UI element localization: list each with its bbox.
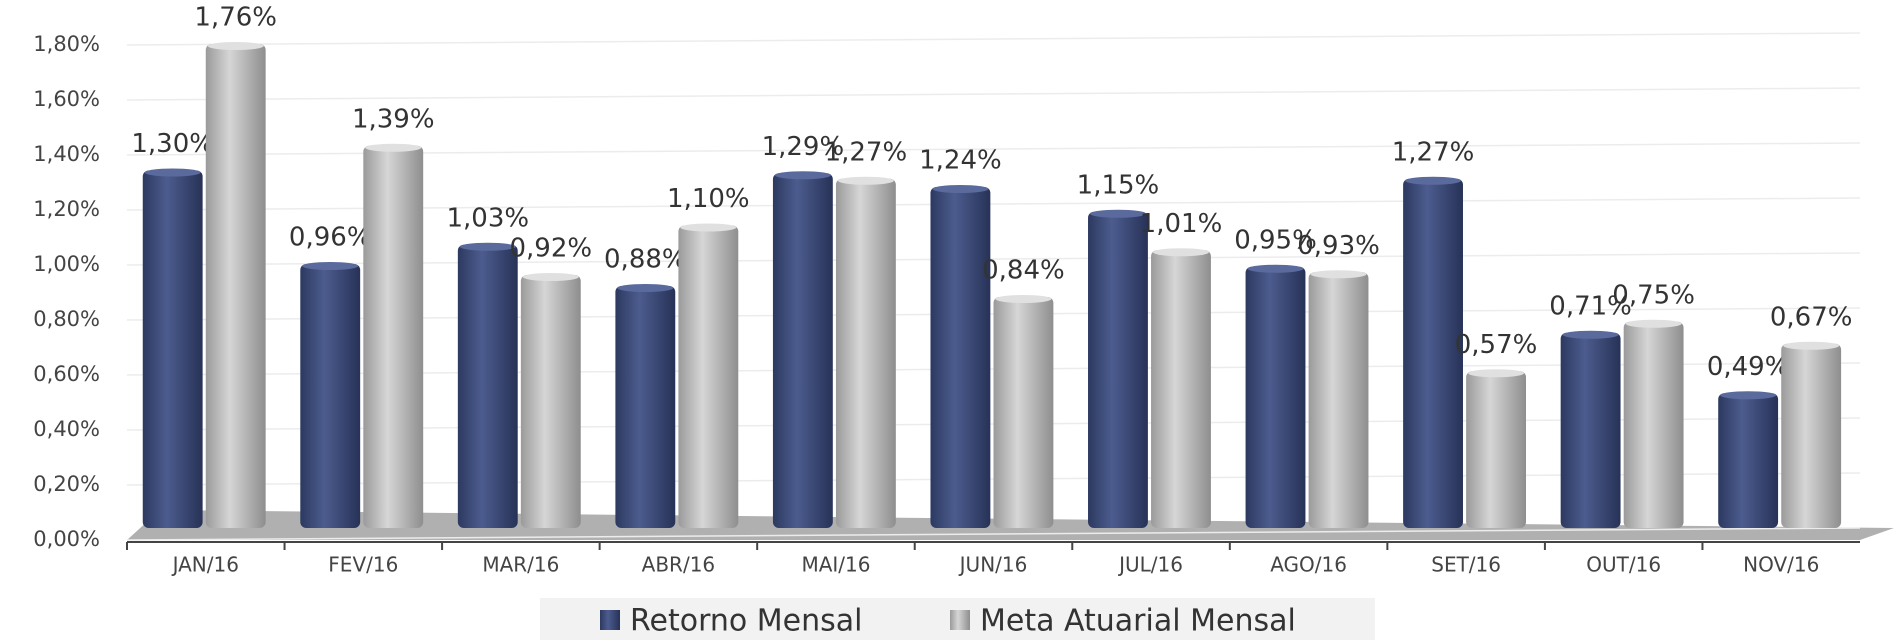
bar-top	[365, 143, 422, 152]
y-tick-label: 1,00%	[33, 252, 100, 276]
grid-line	[126, 87, 1861, 101]
value-label: 1,27%	[825, 137, 908, 167]
y-tick-label: 0,80%	[33, 307, 100, 331]
y-tick-label: 1,60%	[33, 87, 100, 111]
bar-top	[1783, 341, 1840, 350]
bar-top	[1720, 391, 1777, 400]
value-label: 1,39%	[352, 104, 435, 134]
legend-swatch	[600, 610, 620, 630]
x-tick-label: JUL/16	[1117, 553, 1183, 577]
bar-top	[617, 284, 674, 292]
x-tick-label: JUN/16	[958, 553, 1028, 577]
value-label: 1,15%	[1077, 170, 1160, 200]
value-label: 1,01%	[1140, 209, 1223, 239]
y-tick-label: 0,20%	[33, 472, 100, 496]
bar	[1088, 211, 1148, 528]
y-tick-label: 0,40%	[33, 417, 100, 441]
x-tick-label: FEV/16	[328, 553, 398, 577]
bar	[678, 225, 739, 528]
y-tick-label: 0,60%	[33, 362, 100, 386]
value-label: 0,84%	[982, 256, 1065, 286]
bar	[930, 187, 991, 528]
value-label: 0,71%	[1549, 291, 1632, 321]
bar-top	[144, 168, 201, 177]
bar-top	[207, 42, 264, 50]
x-tick-label: SET/16	[1431, 553, 1501, 577]
value-label: 1,03%	[446, 203, 529, 233]
bar	[205, 44, 266, 528]
y-tick-label: 0,00%	[33, 527, 100, 551]
bar-top	[459, 242, 516, 251]
value-label: 0,67%	[1770, 302, 1853, 332]
bar	[1151, 250, 1211, 528]
bar	[1560, 332, 1621, 528]
x-tick-label: OUT/16	[1586, 553, 1661, 577]
legend-swatch	[950, 610, 970, 630]
bar-top	[1090, 209, 1146, 218]
value-label: 0,57%	[1455, 330, 1538, 360]
grid-line	[126, 32, 1861, 46]
bar-top	[1153, 248, 1209, 257]
bar	[1781, 343, 1842, 528]
value-label: 1,76%	[194, 3, 277, 33]
bar-top	[1625, 319, 1682, 328]
bar	[1403, 178, 1463, 528]
bar	[772, 173, 833, 528]
value-label: 0,96%	[289, 223, 372, 253]
x-tick-label: NOV/16	[1743, 553, 1819, 577]
bar-top	[1405, 176, 1461, 185]
bar	[363, 145, 424, 528]
bar	[1308, 272, 1369, 528]
bar-top	[1468, 369, 1525, 378]
bar	[1245, 266, 1306, 528]
bar	[457, 244, 518, 528]
value-label: 0,49%	[1707, 352, 1790, 382]
value-label: 0,75%	[1612, 280, 1695, 310]
bar-top	[1562, 330, 1619, 339]
bar-top	[680, 223, 737, 232]
value-label: 1,29%	[762, 132, 845, 162]
bar	[993, 297, 1054, 528]
value-label: 0,95%	[1234, 225, 1317, 255]
bar-top	[774, 171, 831, 180]
x-tick-label: JAN/16	[171, 553, 239, 577]
bar-top	[995, 295, 1052, 303]
y-tick-label: 1,80%	[33, 32, 100, 56]
bar	[142, 170, 203, 528]
y-tick-label: 1,20%	[33, 197, 100, 221]
grid-line	[126, 527, 1861, 541]
bar-top	[522, 273, 579, 281]
value-label: 0,92%	[509, 234, 592, 264]
x-tick-label: MAR/16	[482, 553, 559, 577]
x-tick-label: MAI/16	[801, 553, 870, 577]
value-label: 1,30%	[131, 129, 214, 159]
value-label: 0,88%	[604, 245, 687, 275]
bar	[835, 178, 896, 528]
bar-top	[932, 185, 989, 193]
value-label: 1,27%	[1392, 137, 1475, 167]
bar-top	[1310, 270, 1367, 279]
bar	[1623, 321, 1684, 528]
bar	[300, 264, 361, 528]
x-tick-label: AGO/16	[1270, 553, 1347, 577]
bar-top	[302, 262, 359, 270]
bar	[615, 286, 676, 528]
value-label: 1,10%	[667, 184, 750, 214]
legend-label: Retorno Mensal	[630, 604, 863, 639]
bar	[1466, 371, 1527, 528]
value-label: 0,93%	[1297, 231, 1380, 261]
y-tick-label: 1,40%	[33, 142, 100, 166]
value-label: 1,24%	[919, 146, 1002, 176]
bar-top	[1247, 264, 1304, 273]
bar	[1718, 393, 1779, 528]
x-tick-label: ABR/16	[642, 553, 716, 577]
bar	[520, 275, 581, 528]
legend-label: Meta Atuarial Mensal	[980, 604, 1296, 639]
bar-top	[837, 176, 894, 185]
